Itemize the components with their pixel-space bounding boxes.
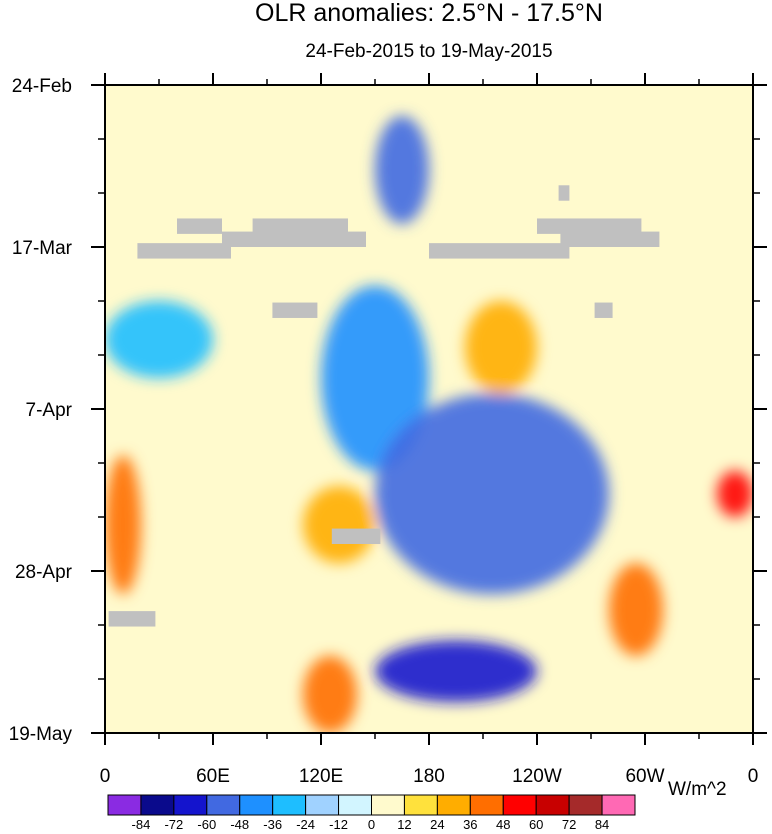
anomaly-feature-2: [375, 393, 609, 595]
chart-title: OLR anomalies: 2.5°N - 17.5°N: [255, 0, 603, 27]
x-tick-label-4: 120W: [512, 766, 562, 787]
colorbar-label-10: 36: [463, 817, 477, 832]
colorbar-swatch-8: [371, 794, 405, 816]
colorbar-label-1: -72: [164, 817, 183, 832]
anomaly-feature-1: [321, 285, 429, 471]
colorbar-label-13: 72: [562, 817, 576, 832]
y-tick-label-4: 19-May: [9, 724, 73, 745]
colorbar-label-12: 60: [529, 817, 543, 832]
missing-data-bar-0: [177, 218, 222, 234]
colorbar-swatch-11: [469, 794, 504, 816]
x-tick-label-1: 60E: [196, 766, 230, 787]
x-axis: 0 60E 120E 180 120W 60W 0: [100, 73, 759, 787]
colorbar-swatch-0: [107, 794, 142, 816]
colorbar-label-11: 48: [496, 817, 510, 832]
missing-data-bar-8: [594, 302, 613, 318]
missing-data-bar-2: [137, 243, 231, 259]
x-tick-label-3: 180: [413, 766, 445, 787]
colorbar-label-3: -48: [230, 817, 249, 832]
colorbar-swatch-10: [436, 794, 471, 816]
x-tick-label-2: 120E: [299, 766, 343, 787]
missing-data-bar-7: [272, 302, 318, 318]
anomaly-feature-10: [465, 301, 537, 394]
chart-subtitle: 24-Feb-2015 to 19-May-2015: [305, 41, 552, 62]
plot-area: [105, 85, 753, 733]
colorbar-label-4: -36: [263, 817, 282, 832]
colorbar-label-8: 12: [397, 817, 411, 832]
missing-data-bar-4: [429, 243, 570, 259]
colorbar-label-7: 0: [368, 817, 375, 832]
y-tick-label-0: 24-Feb: [12, 76, 72, 97]
missing-data-bar-1: [252, 218, 348, 234]
colorbar-label-5: -24: [296, 817, 315, 832]
anomaly-field: [105, 115, 753, 733]
missing-data-bar-6: [560, 231, 660, 247]
colorbar-swatch-4: [239, 794, 274, 816]
anomaly-feature-9: [609, 563, 663, 656]
anomaly-feature-4: [105, 301, 213, 379]
missing-data-bar-10: [331, 528, 381, 544]
colorbar-units: W/m^2: [668, 779, 727, 800]
colorbar-label-2: -60: [197, 817, 216, 832]
y-tick-label-1: 17-Mar: [12, 238, 73, 259]
anomaly-feature-3: [375, 640, 537, 703]
anomaly-feature-0: [375, 115, 429, 224]
colorbar-swatch-2: [173, 794, 208, 816]
colorbar-swatch-7: [338, 794, 372, 816]
colorbar-swatch-14: [568, 794, 603, 816]
missing-data-bar-5: [537, 218, 642, 234]
colorbar-swatch-9: [403, 794, 438, 816]
anomaly-feature-7: [105, 455, 141, 595]
x-tick-label-5: 60W: [625, 766, 664, 787]
colorbar-label-9: 24: [430, 817, 444, 832]
missing-data-bar-3: [222, 231, 366, 247]
colorbar-swatch-5: [272, 794, 307, 816]
missing-data-bar-11: [108, 611, 156, 627]
colorbar-swatch-12: [502, 794, 537, 816]
anomaly-feature-8: [717, 470, 753, 517]
y-tick-label-2: 7-Apr: [26, 400, 73, 421]
colorbar-swatch-13: [535, 794, 570, 816]
x-tick-label-6: 0: [748, 766, 759, 787]
colorbar-label-6: -12: [329, 817, 348, 832]
x-tick-label-0: 0: [100, 766, 111, 787]
colorbar-label-14: 84: [595, 817, 609, 832]
anomaly-feature-6: [303, 655, 357, 733]
colorbar-swatch-15: [601, 794, 636, 816]
y-tick-label-3: 28-Apr: [15, 562, 73, 583]
colorbar-swatch-3: [206, 794, 241, 816]
colorbar-swatch-1: [140, 794, 175, 816]
missing-data-layer: [108, 185, 660, 627]
colorbar-label-0: -84: [132, 817, 151, 832]
colorbar: -84 -72 -60 -48 -36 -24 -12 0 12 24 36 48 60 72 84: [107, 794, 636, 832]
missing-data-bar-9: [558, 185, 570, 201]
anomaly-feature-5: [303, 486, 375, 564]
colorbar-swatch-6: [305, 794, 340, 816]
y-axis: 24-Feb 17-Mar 7-Apr 28-Apr 19-May: [9, 76, 767, 745]
